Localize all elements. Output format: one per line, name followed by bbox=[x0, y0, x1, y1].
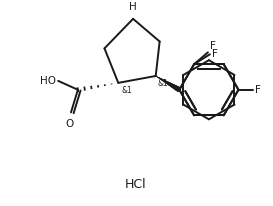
Text: &1: &1 bbox=[121, 86, 132, 95]
Text: F: F bbox=[212, 49, 218, 59]
Polygon shape bbox=[156, 76, 181, 92]
Text: F: F bbox=[210, 41, 216, 51]
Polygon shape bbox=[156, 76, 181, 92]
Text: HO: HO bbox=[40, 76, 56, 86]
Text: H: H bbox=[129, 2, 137, 12]
Text: O: O bbox=[65, 119, 73, 129]
Text: HCl: HCl bbox=[125, 178, 147, 191]
Text: &1: &1 bbox=[158, 79, 168, 88]
Text: F: F bbox=[255, 85, 261, 95]
